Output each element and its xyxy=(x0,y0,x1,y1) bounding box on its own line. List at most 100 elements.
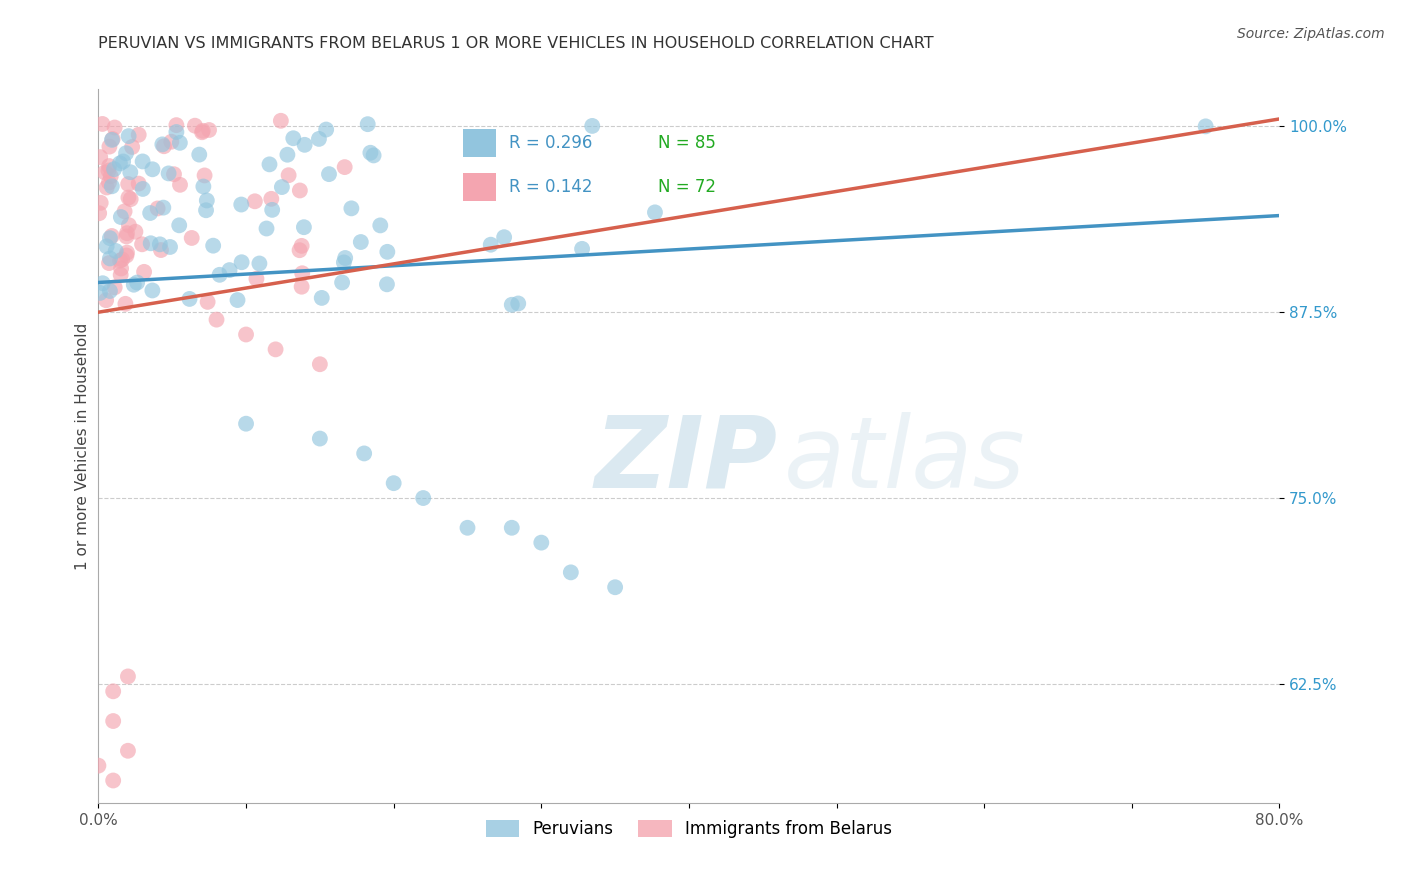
Point xyxy=(247,256,270,270)
Point xyxy=(98,231,121,245)
Point xyxy=(382,476,405,491)
Point xyxy=(98,159,121,173)
Point xyxy=(98,256,121,270)
Point xyxy=(114,204,136,219)
Point xyxy=(114,297,136,311)
Point xyxy=(288,184,311,198)
Point xyxy=(179,292,201,306)
Point xyxy=(159,240,181,254)
Point xyxy=(184,119,207,133)
Point xyxy=(180,231,202,245)
Point xyxy=(375,244,398,259)
Point xyxy=(479,237,502,252)
Point xyxy=(139,236,162,251)
Point xyxy=(508,296,530,310)
Point xyxy=(117,744,139,758)
Point xyxy=(104,120,127,135)
Point xyxy=(101,133,124,147)
Point xyxy=(235,417,257,431)
Point xyxy=(104,244,127,258)
Point xyxy=(235,327,257,342)
Point xyxy=(245,271,267,285)
Point xyxy=(149,237,172,252)
Point xyxy=(218,263,240,277)
Point xyxy=(412,491,434,505)
Point xyxy=(128,128,150,142)
Point xyxy=(350,235,373,249)
Point xyxy=(153,139,176,153)
Point xyxy=(89,206,111,220)
Point xyxy=(139,206,162,220)
Point xyxy=(340,202,363,216)
Point xyxy=(205,312,228,326)
Point xyxy=(146,202,169,216)
Point xyxy=(122,277,145,292)
Point xyxy=(194,169,217,183)
Point xyxy=(191,124,214,138)
Point xyxy=(309,432,332,446)
Point xyxy=(131,237,153,252)
Point xyxy=(117,190,139,204)
Point xyxy=(202,238,225,252)
Point xyxy=(117,177,139,191)
Point xyxy=(197,294,219,309)
Point xyxy=(104,280,127,294)
Point xyxy=(103,684,125,698)
Text: atlas: atlas xyxy=(783,412,1025,508)
Point xyxy=(91,117,114,131)
Point xyxy=(96,180,118,194)
Point xyxy=(89,150,111,164)
Point xyxy=(101,132,124,146)
Y-axis label: 1 or more Vehicles in Household: 1 or more Vehicles in Household xyxy=(75,322,90,570)
Legend: Peruvians, Immigrants from Belarus: Peruvians, Immigrants from Belarus xyxy=(479,813,898,845)
Point xyxy=(117,129,139,144)
Point xyxy=(363,148,385,162)
Point xyxy=(110,210,132,224)
Point xyxy=(169,136,191,150)
Point xyxy=(243,194,266,209)
Text: ZIP: ZIP xyxy=(595,412,778,508)
Point xyxy=(165,125,187,139)
Point xyxy=(291,279,314,293)
Point xyxy=(357,117,380,131)
Point xyxy=(270,113,292,128)
Point xyxy=(231,197,253,211)
Point xyxy=(315,122,337,136)
Point xyxy=(90,195,112,210)
Point xyxy=(188,147,211,161)
Point xyxy=(108,253,131,268)
Point xyxy=(1195,120,1218,134)
Point xyxy=(501,521,523,535)
Point xyxy=(226,293,249,307)
Point xyxy=(115,229,138,244)
Point xyxy=(101,179,124,194)
Point xyxy=(112,154,135,169)
Point xyxy=(101,229,124,244)
Point xyxy=(644,205,666,219)
Point xyxy=(457,521,479,535)
Point xyxy=(288,244,311,258)
Text: Source: ZipAtlas.com: Source: ZipAtlas.com xyxy=(1237,27,1385,41)
Point xyxy=(132,182,155,196)
Point xyxy=(264,343,287,357)
Point xyxy=(87,758,110,772)
Point xyxy=(91,277,114,291)
Point xyxy=(195,194,218,208)
Point xyxy=(131,154,153,169)
Point xyxy=(98,139,121,153)
Point xyxy=(103,714,125,728)
Point xyxy=(375,277,398,292)
Point xyxy=(115,226,138,240)
Point xyxy=(581,119,603,133)
Point xyxy=(318,167,340,181)
Point xyxy=(150,137,173,152)
Point xyxy=(494,230,516,244)
Point xyxy=(560,566,582,580)
Point xyxy=(294,137,316,152)
Point xyxy=(359,145,381,160)
Point xyxy=(308,132,330,146)
Point xyxy=(333,160,356,174)
Point xyxy=(276,147,298,161)
Point xyxy=(117,669,139,683)
Point xyxy=(231,255,253,269)
